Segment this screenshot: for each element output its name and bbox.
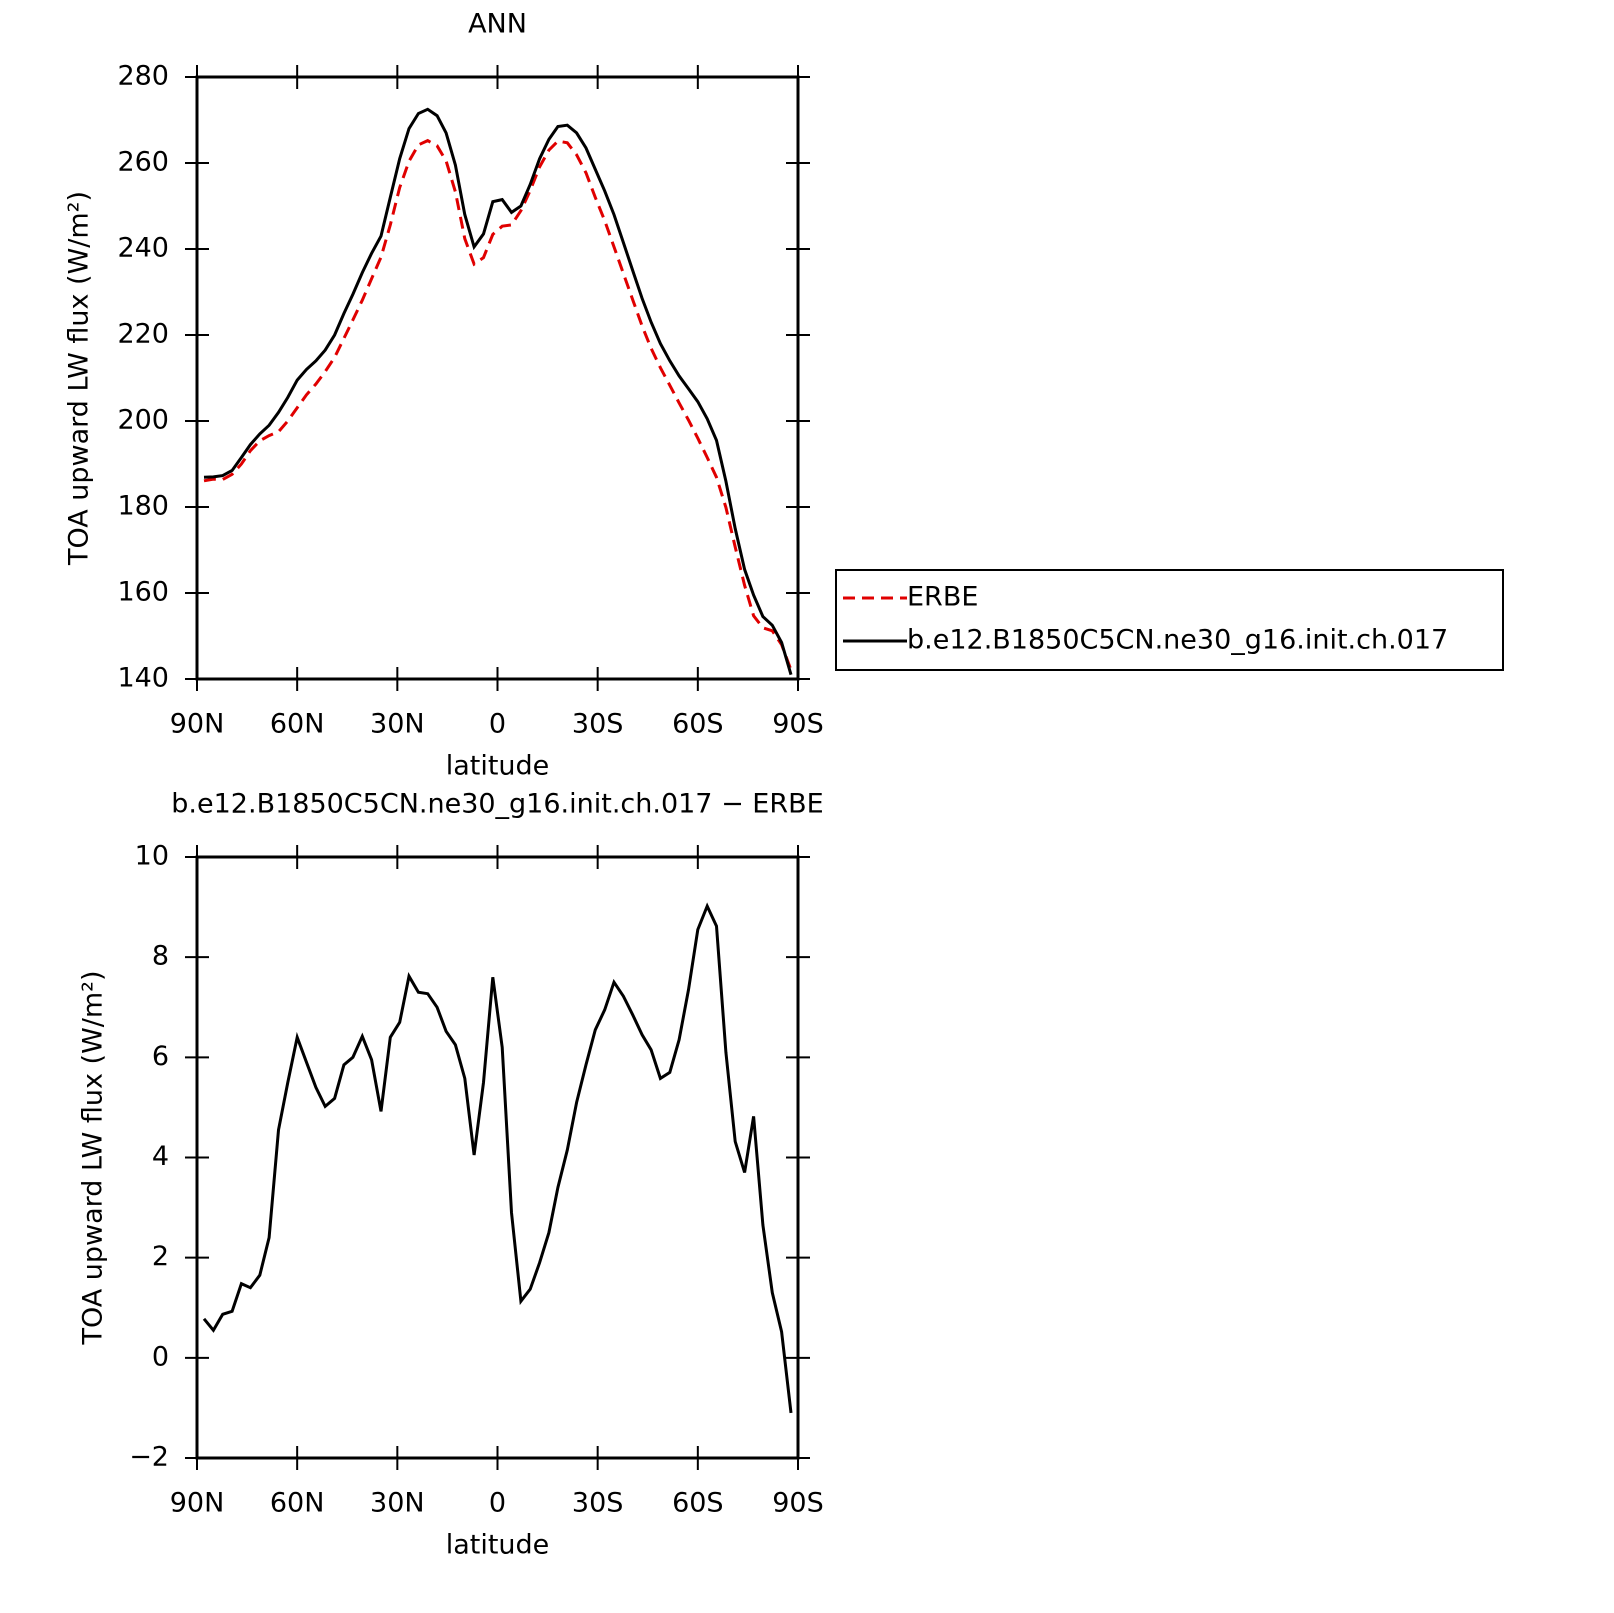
y-tick-label: 180: [117, 491, 169, 522]
y-tick-label: 280: [117, 61, 169, 92]
y-tick-label: 220: [117, 319, 169, 350]
data-line: [203, 107, 793, 676]
y-tick-label: 140: [117, 663, 169, 694]
legend-label: ERBE: [907, 582, 978, 613]
y-tick-label: 260: [117, 147, 169, 178]
plot-frame: [195, 75, 800, 681]
x-tick-label: 30N: [370, 709, 425, 740]
y-axis-label: TOA upward LW flux (W/m²): [78, 970, 109, 1345]
x-tick-label: 90S: [772, 709, 824, 740]
y-tick-label: 4: [152, 1141, 169, 1172]
x-axis-label: latitude: [446, 1530, 550, 1561]
data-line: [202, 902, 793, 1414]
x-axis-label: latitude: [446, 751, 550, 782]
y-tick-label: 160: [117, 577, 169, 608]
legend-label: b.e12.B1850C5CN.ne30_g16.init.ch.017: [907, 625, 1448, 656]
data-line: [203, 138, 793, 671]
x-tick-label: 30S: [572, 709, 624, 740]
x-tick-label: 60N: [270, 709, 325, 740]
y-tick-label: 2: [152, 1241, 169, 1272]
y-tick-label: 8: [152, 941, 169, 972]
x-tick-label: 0: [489, 709, 506, 740]
x-tick-label: 90N: [170, 1488, 225, 1519]
x-tick-label: 60S: [672, 709, 724, 740]
x-tick-label: 60N: [270, 1488, 325, 1519]
y-tick-label: 0: [152, 1341, 169, 1372]
x-tick-label: 30S: [572, 1488, 624, 1519]
y-tick-label: 10: [135, 841, 169, 872]
chart-title: ANN: [468, 9, 527, 40]
chart-title: b.e12.B1850C5CN.ne30_g16.init.ch.017 − E…: [171, 789, 823, 820]
x-tick-label: 90N: [170, 709, 225, 740]
x-tick-label: 90S: [772, 1488, 824, 1519]
y-tick-label: 240: [117, 233, 169, 264]
plot-frame: [195, 855, 800, 1460]
x-tick-label: 0: [489, 1488, 506, 1519]
x-tick-label: 60S: [672, 1488, 724, 1519]
legend-box: [835, 569, 1504, 671]
x-tick-label: 30N: [370, 1488, 425, 1519]
y-axis-label: TOA upward LW flux (W/m²): [64, 191, 95, 566]
y-tick-label: 200: [117, 405, 169, 436]
y-tick-label: 6: [152, 1041, 169, 1072]
y-tick-label: −2: [129, 1442, 169, 1473]
